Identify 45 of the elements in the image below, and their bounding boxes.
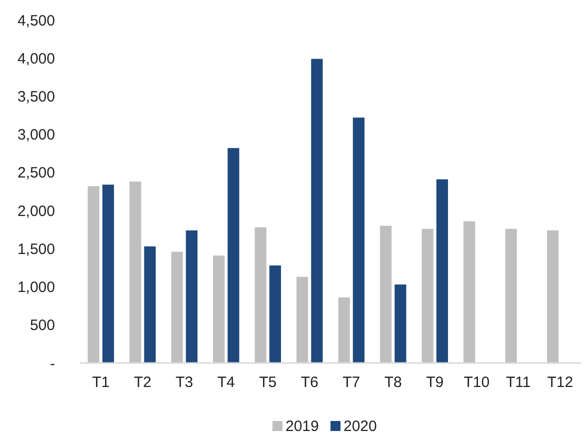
x-tick-label: T5 <box>259 374 277 391</box>
bar <box>254 227 266 363</box>
x-tick-label: T9 <box>426 374 444 391</box>
y-tick-label: - <box>50 355 55 372</box>
bar <box>269 265 281 363</box>
y-tick-label: 3,000 <box>17 126 55 144</box>
y-tick-label: 1,000 <box>17 279 55 296</box>
legend-label: 2019 <box>286 418 319 435</box>
bar <box>464 221 476 363</box>
bar <box>213 256 225 363</box>
x-tick-label: T4 <box>217 374 235 391</box>
x-tick-label: T2 <box>134 374 152 391</box>
bar <box>422 228 434 363</box>
bar <box>228 148 240 363</box>
legend-label: 2020 <box>344 418 377 435</box>
x-tick-label: T1 <box>92 374 110 391</box>
y-tick-label: 4,500 <box>17 12 55 30</box>
bar <box>102 184 114 363</box>
bar <box>130 182 142 363</box>
x-tick-label: T3 <box>176 374 194 391</box>
bar <box>380 226 392 363</box>
y-tick-label: 3,500 <box>17 88 55 106</box>
bar <box>171 252 183 363</box>
x-tick-label: T6 <box>300 374 318 391</box>
bar <box>352 118 364 363</box>
y-tick-label: 2,000 <box>17 202 55 220</box>
bar <box>505 228 517 363</box>
y-tick-label: 4,000 <box>17 50 55 68</box>
bar <box>144 246 156 363</box>
x-tick-label: T10 <box>464 374 490 391</box>
x-tick-label: T7 <box>342 374 360 391</box>
bar <box>394 284 406 363</box>
bar <box>338 297 350 363</box>
bar <box>547 230 559 363</box>
bar <box>436 179 448 363</box>
bar <box>296 276 308 363</box>
y-tick-label: 500 <box>30 317 55 334</box>
x-tick-label: T11 <box>506 374 531 391</box>
y-tick-label: 2,500 <box>17 164 55 182</box>
bar <box>311 58 323 363</box>
x-tick-label: T12 <box>547 374 574 391</box>
bar <box>186 230 198 363</box>
y-tick-label: 1,500 <box>17 240 55 258</box>
x-tick-label: T8 <box>384 374 402 391</box>
bar <box>88 186 100 363</box>
